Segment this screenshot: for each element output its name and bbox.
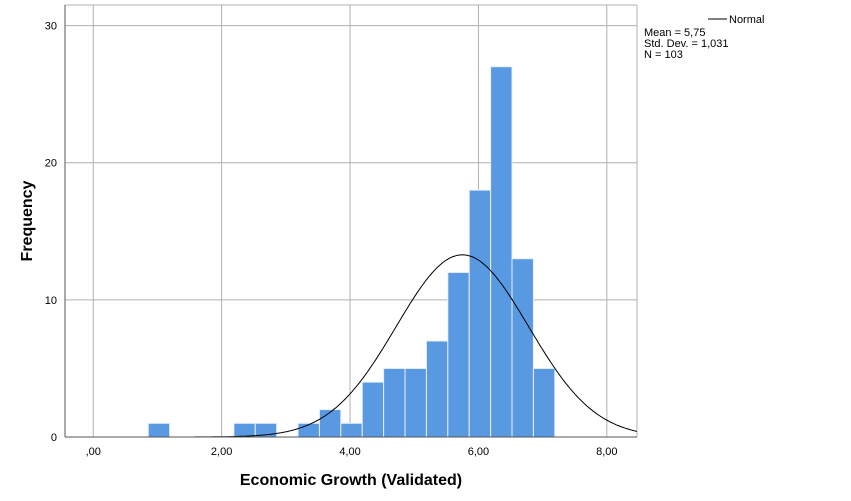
- legend: Normal Mean = 5,75 Std. Dev. = 1,031 N =…: [644, 14, 764, 61]
- x-tick-label: ,00: [86, 446, 101, 458]
- y-tick-labels: 0 10 20 30: [45, 21, 57, 444]
- y-tick-label: 0: [51, 432, 57, 444]
- x-tick-label: 8,00: [596, 446, 617, 458]
- histogram-bar: [468, 189, 492, 438]
- histogram-bar: [297, 422, 320, 438]
- histogram-bar: [318, 409, 342, 438]
- histogram-bar: [147, 422, 171, 438]
- x-tick-label: 6,00: [468, 446, 489, 458]
- legend-sd: Std. Dev. = 1,031: [644, 38, 729, 50]
- histogram-bar: [425, 340, 449, 438]
- bars: [147, 66, 556, 438]
- legend-mean: Mean = 5,75: [644, 27, 705, 39]
- histogram-bar: [447, 271, 470, 438]
- histogram-bar: [383, 367, 406, 438]
- histogram-bar: [511, 258, 534, 438]
- histogram-bar: [361, 381, 385, 438]
- legend-n: N = 103: [644, 49, 683, 61]
- y-tick-label: 20: [45, 158, 57, 170]
- legend-normal-label: Normal: [729, 14, 764, 26]
- y-tick-label: 30: [45, 21, 57, 33]
- y-tick-label: 10: [45, 295, 57, 307]
- x-tick-label: 4,00: [339, 446, 360, 458]
- histogram-bar: [340, 422, 363, 438]
- y-axis-label: Frequency: [19, 180, 36, 261]
- histogram-bar: [404, 367, 427, 438]
- x-tick-labels: ,00 2,00 4,00 6,00 8,00: [86, 446, 618, 458]
- x-axis-label: Economic Growth (Validated): [240, 472, 462, 489]
- histogram-bar: [490, 66, 513, 438]
- histogram-bar: [233, 422, 256, 438]
- x-tick-label: 2,00: [211, 446, 232, 458]
- histogram-bar: [532, 367, 556, 438]
